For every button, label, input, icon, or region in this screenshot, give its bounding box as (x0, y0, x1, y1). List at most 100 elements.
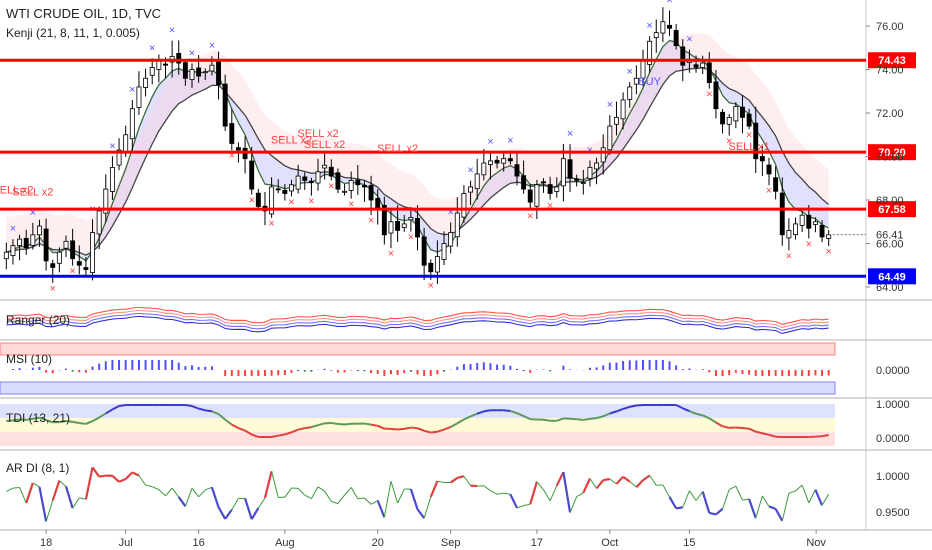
candle-body (63, 240, 69, 249)
candle-body (56, 251, 62, 264)
sell-marker: × (527, 211, 533, 223)
ardi-line (324, 490, 332, 502)
tdi-line (224, 418, 233, 426)
tdi-line (483, 409, 491, 413)
tdi-line (39, 416, 47, 422)
ardi-line (503, 492, 511, 495)
candle-body (136, 86, 142, 108)
sell-marker: × (229, 150, 235, 162)
candle-body (355, 179, 361, 186)
candle-body (421, 236, 427, 266)
buy-marker: × (129, 84, 135, 96)
candle-body (249, 160, 255, 190)
candle-body (50, 263, 56, 268)
ardi-line (555, 471, 565, 487)
ardi-line (536, 481, 544, 491)
candle-body (740, 106, 745, 118)
ardi-line (569, 496, 578, 513)
ardi-line (735, 486, 743, 501)
tdi-line (6, 419, 14, 422)
tdi-line (404, 426, 412, 430)
msi-upper-zone (0, 342, 836, 356)
ardi-line (523, 503, 531, 507)
signal-label: SELL x2 (271, 134, 312, 146)
tdi-line (105, 408, 113, 415)
ardi-line (509, 493, 518, 509)
candle-body (574, 178, 580, 181)
ardi-line (801, 484, 810, 504)
candle-body (468, 186, 474, 193)
ardi-line (357, 497, 365, 500)
tdi-line (576, 418, 584, 421)
ardi-line (304, 494, 312, 500)
ardi-line (331, 500, 339, 505)
ardi-line (688, 490, 697, 501)
ardi-line (668, 496, 678, 509)
ardi-line (111, 474, 120, 483)
ranger-line (6, 309, 829, 329)
candle-body (527, 189, 533, 203)
tdi-line (72, 420, 80, 424)
price-tick-label: 66.00 (876, 238, 904, 250)
price-tick-label: 64.00 (876, 282, 904, 294)
tdi-line (722, 425, 730, 429)
ardi-line (84, 467, 94, 500)
candle-body (388, 221, 394, 234)
buy-marker: × (109, 140, 115, 152)
tdi-line (364, 422, 372, 426)
ardi-line (457, 475, 465, 479)
tdi-line (59, 420, 67, 424)
signal-label: BUY (638, 76, 661, 88)
ardi-line (171, 487, 180, 498)
ardi-line (131, 471, 140, 477)
tdi-line (470, 412, 478, 418)
candle-body (43, 228, 49, 262)
candle-body (229, 123, 235, 144)
ardi-line (231, 498, 239, 511)
candle-body (342, 190, 348, 193)
tdi-line (596, 415, 604, 420)
candle-body (123, 134, 129, 153)
candle-body (129, 108, 135, 140)
sell-marker: × (248, 195, 254, 207)
candle-body (667, 24, 672, 29)
sell-marker: × (408, 232, 414, 244)
candle-body (328, 166, 334, 177)
tdi-line (437, 428, 445, 433)
ardi-line (615, 475, 624, 485)
tdi-line (417, 427, 425, 432)
ardi-line (370, 500, 378, 505)
ardi-line (781, 493, 790, 521)
ardi-line (709, 511, 717, 516)
ardi-line (198, 489, 206, 498)
ardi-line (516, 505, 524, 509)
candle-body (434, 256, 440, 273)
ardi-line (12, 486, 20, 489)
level-tag-label: 74.43 (878, 55, 906, 67)
ardi-line (59, 480, 67, 487)
ardi-line (263, 471, 273, 499)
candle-body (289, 184, 294, 192)
buy-marker: × (149, 42, 155, 54)
tdi-line (622, 405, 631, 410)
tdi-line (12, 418, 20, 422)
sell-marker: × (348, 199, 354, 211)
candle-body (799, 214, 805, 226)
sell-marker: × (428, 280, 434, 292)
candle-body (501, 158, 507, 164)
candle-body (726, 116, 732, 125)
buy-marker: × (666, 0, 672, 6)
ardi-line (808, 489, 816, 504)
buy-marker: × (209, 40, 215, 52)
buy-marker: × (467, 165, 473, 177)
signal-label: SELL x2 (0, 184, 34, 196)
ardi-line (662, 484, 670, 498)
sell-marker: × (368, 215, 374, 227)
candle-body (534, 184, 540, 207)
ardi-line (529, 481, 538, 505)
price-tick-label: 72.00 (876, 108, 904, 120)
ardi-line (429, 480, 439, 498)
candle-body (554, 186, 560, 192)
tdi-line (629, 404, 637, 408)
